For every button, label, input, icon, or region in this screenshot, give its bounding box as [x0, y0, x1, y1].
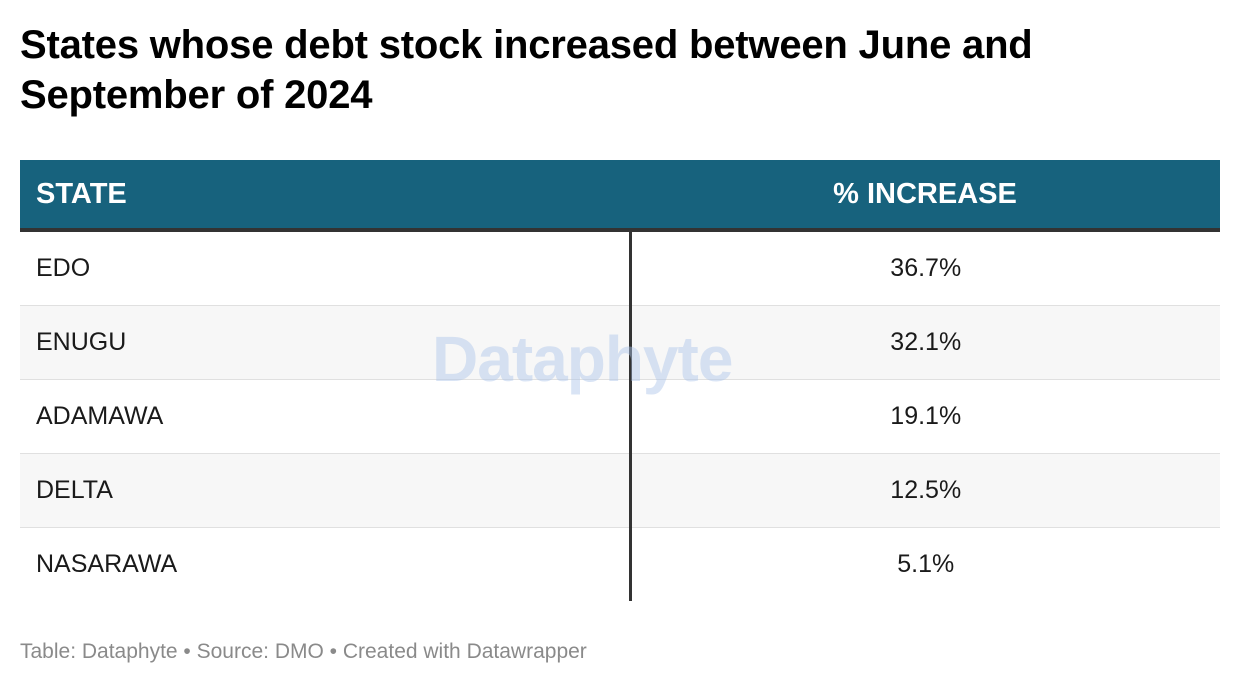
table-header: STATE % INCREASE	[20, 160, 1220, 232]
table-row: ADAMAWA 19.1%	[20, 379, 1220, 454]
percent-increase-cell: 5.1%	[897, 550, 955, 578]
state-cell: EDO	[20, 230, 632, 306]
chart-title: States whose debt stock increased betwee…	[20, 23, 1033, 117]
table-row: DELTA 12.5%	[20, 453, 1220, 528]
state-cell: ADAMAWA	[20, 379, 632, 454]
state-cell: NASARAWA	[20, 527, 632, 601]
data-table-container: STATE % INCREASE EDO 36.7% ENUGU 32.1% A…	[20, 160, 1220, 601]
column-header-percent-increase[interactable]: % INCREASE	[630, 160, 1220, 232]
percent-increase-cell: 36.7%	[630, 230, 1220, 306]
state-cell: DELTA	[20, 453, 632, 528]
table-row: ENUGU 32.1%	[20, 305, 1220, 380]
footer-credits: Table: Dataphyte • Source: DMO • Created…	[20, 640, 587, 663]
table-row: NASARAWA 5.1%	[20, 527, 1220, 601]
percent-increase-cell: 32.1%	[630, 305, 1220, 380]
column-header-state[interactable]: STATE	[20, 160, 630, 232]
state-cell: ENUGU	[20, 305, 632, 380]
percent-increase-cell: 12.5%	[630, 453, 1220, 528]
table-body: EDO 36.7% ENUGU 32.1% ADAMAWA 19.1% DELT…	[20, 230, 1220, 601]
data-table: STATE % INCREASE EDO 36.7% ENUGU 32.1% A…	[20, 160, 1220, 601]
table-header-row: STATE % INCREASE	[20, 160, 1220, 232]
percent-increase-cell: 19.1%	[630, 379, 1220, 454]
table-row: EDO 36.7%	[20, 230, 1220, 306]
